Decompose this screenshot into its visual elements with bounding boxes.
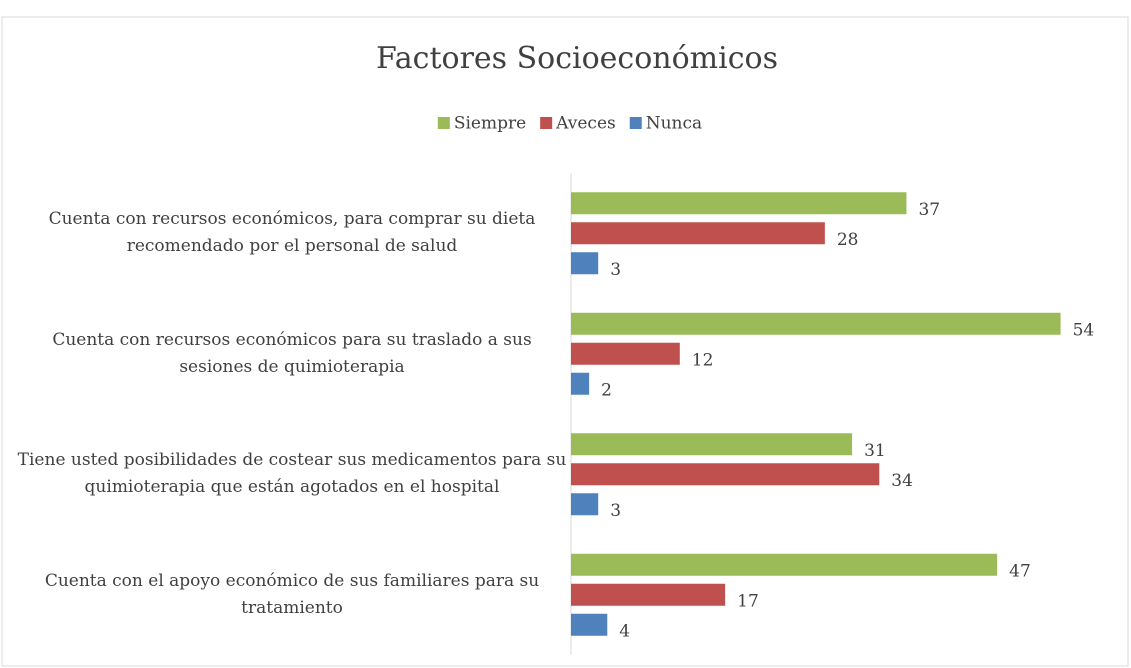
bar xyxy=(571,553,998,576)
legend-swatch xyxy=(540,117,553,129)
bar xyxy=(571,433,853,456)
bar xyxy=(571,583,726,606)
category-label: Cuenta con recursos económicos, para com… xyxy=(48,209,536,257)
bar xyxy=(571,463,880,486)
data-label: 47 xyxy=(1009,561,1031,581)
data-label: 54 xyxy=(1073,320,1095,340)
data-label: 28 xyxy=(837,230,859,250)
bar xyxy=(571,342,680,365)
bar xyxy=(571,222,825,245)
data-label: 12 xyxy=(692,350,714,370)
legend-swatch xyxy=(437,117,450,129)
data-label: 3 xyxy=(610,260,621,280)
bar xyxy=(571,192,907,215)
legend-label: Siempre xyxy=(454,114,526,134)
data-label: 34 xyxy=(891,471,913,491)
bar xyxy=(571,613,608,636)
data-label: 4 xyxy=(619,621,630,641)
chart-title: Factores Socioeconómicos xyxy=(376,41,778,76)
legend-swatch xyxy=(629,117,642,129)
bar xyxy=(571,252,599,275)
category-label: Cuenta con recursos económicos para su t… xyxy=(52,329,532,377)
bar xyxy=(571,312,1061,335)
category-label: Tiene usted posibilidades de costear sus… xyxy=(17,450,567,498)
data-label: 37 xyxy=(918,200,940,220)
data-label: 31 xyxy=(864,441,886,461)
category-label: Cuenta con el apoyo económico de sus fam… xyxy=(44,570,540,618)
legend-label: Aveces xyxy=(555,114,616,134)
data-label: 2 xyxy=(601,380,612,400)
legend-label: Nunca xyxy=(646,114,702,134)
bar xyxy=(571,372,590,395)
data-label: 3 xyxy=(610,501,621,521)
bar xyxy=(571,493,599,516)
data-label: 17 xyxy=(737,591,759,611)
